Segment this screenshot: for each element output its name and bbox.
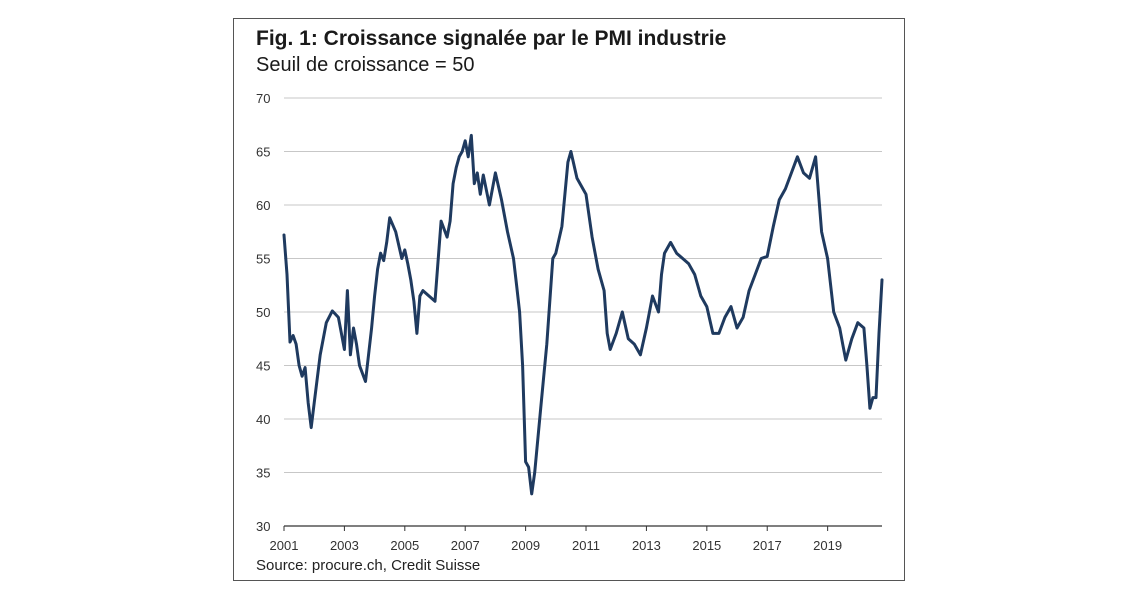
series-layer [282,133,884,496]
chart-source: Source: procure.ch, Credit Suisse [256,557,481,574]
y-tick-label: 30 [256,519,270,534]
y-tick-label: 55 [256,252,270,267]
chart-frame: Fig. 1: Croissance signalée par le PMI i… [233,18,905,581]
chart-subtitle: Seuil de croissance = 50 [256,54,475,76]
x-tick-labels: 2001 2003 2005 2007 2009 2011 2013 2015 2017 2019 [270,526,842,553]
x-tick-label: 2009 [511,538,540,553]
y-tick-label: 45 [256,359,270,374]
chart-title: Fig. 1: Croissance signalée par le PMI i… [256,27,727,50]
y-tick-label: 50 [256,305,270,320]
x-tick-label: 2001 [270,538,299,553]
x-tick-label: 2017 [753,538,782,553]
x-tick-label: 2005 [390,538,419,553]
y-tick-label: 70 [256,91,270,106]
y-tick-label: 35 [256,466,270,481]
y-tick-labels: 70 65 60 55 50 45 40 35 30 [256,91,270,534]
y-tick-label: 60 [256,198,270,213]
y-tick-label: 65 [256,145,270,160]
pmi-series-line [282,133,884,496]
y-tick-label: 40 [256,412,270,427]
x-tick-label: 2013 [632,538,661,553]
x-tick-label: 2015 [692,538,721,553]
x-tick-label: 2007 [451,538,480,553]
grid-layer [284,97,882,527]
x-tick-label: 2003 [330,538,359,553]
x-tick-label: 2019 [813,538,842,553]
x-tick-label: 2011 [572,538,600,553]
